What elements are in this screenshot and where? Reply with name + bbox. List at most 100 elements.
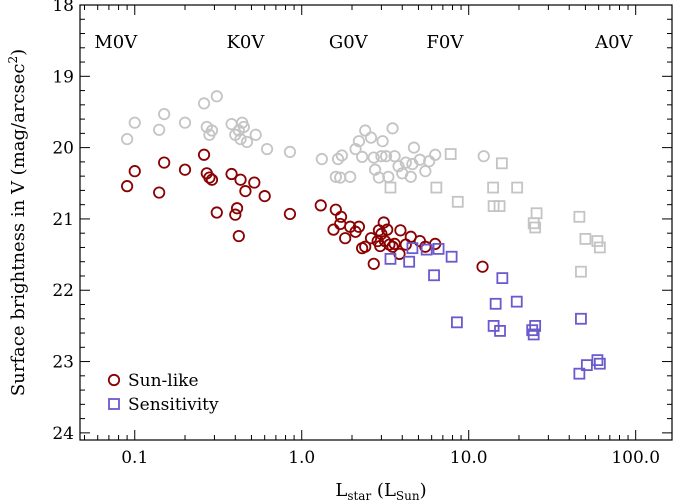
circle-point (153, 123, 166, 136)
circle-point (386, 240, 399, 253)
square-point (494, 324, 506, 337)
circle-point (359, 240, 372, 253)
square-point (384, 181, 397, 194)
circle-point (225, 167, 238, 181)
plot-frame (79, 4, 673, 441)
spectral-type-label: K0V (226, 32, 265, 53)
y-tick-label: 22 (52, 281, 74, 301)
circle-point (364, 232, 378, 245)
circle-point (248, 176, 261, 189)
circle-point (331, 152, 345, 166)
circle-point (423, 155, 436, 168)
y-axis-title: Surface brightness in V (mag/arcsec2) (6, 49, 29, 396)
circle-point (329, 170, 342, 183)
circle-point (394, 224, 407, 237)
square-point (384, 252, 397, 265)
circle-point (230, 202, 244, 215)
circle-point (158, 108, 171, 121)
circle-point (128, 116, 141, 129)
circle-point (352, 135, 366, 148)
square-point (495, 157, 508, 170)
square-point (487, 181, 500, 194)
circle-point (229, 208, 242, 221)
circle-point (197, 148, 211, 161)
circle-point (476, 260, 489, 273)
y-tick-label: 19 (52, 67, 74, 87)
circle-point (377, 216, 390, 229)
text-layer: 0.1 1.0 10.0 100.0 18 19 20 21 22 23 24 Lstar (LSun… (6, 0, 660, 503)
circle-point (153, 186, 166, 199)
series-sunlike_background (121, 90, 490, 184)
circle-point (121, 180, 134, 193)
square-point (511, 181, 524, 194)
y-tick-label: 21 (52, 210, 74, 230)
series-sunlike (121, 148, 489, 273)
circle-point (352, 220, 366, 233)
circle-point (232, 229, 245, 243)
y-tick-label: 23 (52, 353, 74, 373)
square-point (510, 295, 523, 308)
circle-point (419, 165, 432, 178)
circle-point (404, 170, 417, 183)
square-point (406, 242, 419, 255)
circle-point (356, 150, 369, 163)
square-point (444, 148, 457, 160)
points-layer (121, 90, 606, 380)
square-point (575, 312, 587, 325)
legend-label: Sensitivity (128, 395, 219, 415)
circle-point (335, 149, 348, 162)
square-point (593, 241, 606, 254)
square-point (496, 272, 509, 285)
circle-point (375, 150, 388, 163)
square-point (575, 265, 587, 278)
circle-point (210, 90, 223, 103)
x-tick-label: 1.0 (288, 448, 315, 468)
square-point (451, 195, 464, 208)
square-point (529, 320, 542, 332)
x-tick-label: 0.1 (121, 448, 148, 468)
circle-point (379, 150, 393, 163)
square-point (428, 269, 440, 282)
square-point (445, 250, 458, 263)
legend-label: Sun-like (128, 371, 199, 391)
circle-point (240, 135, 254, 149)
circle-point (364, 131, 378, 144)
circle-point (367, 257, 380, 270)
square-point (430, 181, 443, 194)
circle-point (376, 135, 389, 148)
circle-point (205, 124, 219, 137)
circle-point (158, 156, 171, 169)
legend-marker (108, 398, 120, 410)
circle-point (386, 122, 399, 135)
square-point (493, 200, 506, 212)
circle-point (359, 124, 372, 137)
circle-point (237, 120, 250, 134)
circle-point (339, 232, 352, 245)
circle-point (178, 163, 192, 176)
circle-point (205, 173, 219, 186)
y-tick-label: 20 (52, 139, 74, 159)
circle-point (367, 151, 380, 164)
circle-point (392, 160, 405, 173)
circle-point (349, 142, 362, 156)
circle-point (381, 223, 394, 236)
square-point (573, 210, 586, 223)
square-point (593, 357, 606, 370)
square-point (432, 242, 445, 255)
circle-point (178, 116, 192, 129)
axes-frame (79, 4, 673, 441)
spectral-type-label: G0V (329, 32, 369, 53)
circle-point (334, 210, 348, 223)
circle-point (258, 190, 271, 203)
circle-point (260, 142, 274, 156)
square-point (579, 233, 592, 245)
x-axis-title: Lstar (LSun) (335, 480, 426, 503)
y-tick-label: 18 (52, 0, 74, 16)
square-point (420, 243, 433, 256)
circle-point (315, 152, 328, 166)
x-tick-label: 10.0 (450, 448, 488, 468)
circle-point (203, 171, 216, 184)
spectral-type-label: F0V (426, 32, 464, 53)
spectral-type-label: A0V (594, 32, 633, 53)
square-point (489, 297, 502, 310)
